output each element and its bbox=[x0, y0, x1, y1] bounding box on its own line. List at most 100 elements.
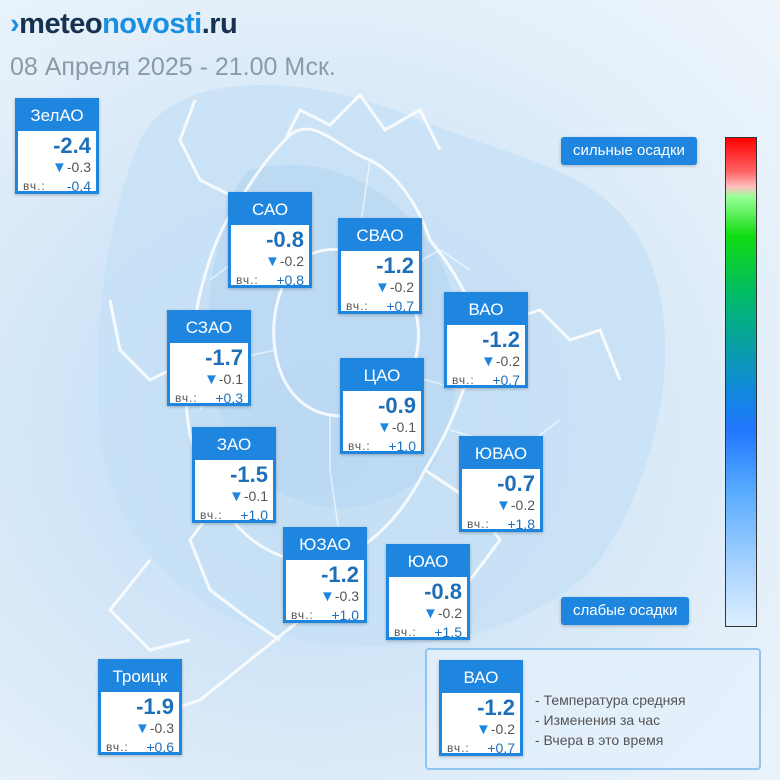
district-card-svao: СВАО -1.2 ▼-0.2 вч.: +0.7 bbox=[338, 218, 422, 314]
yesterday-label: вч.: bbox=[447, 741, 470, 755]
yesterday-value: +0.3 bbox=[215, 390, 243, 406]
yesterday-row: вч.: +0.7 bbox=[442, 740, 520, 756]
down-triangle-icon: ▼ bbox=[135, 720, 150, 737]
yesterday-label: вч.: bbox=[236, 273, 259, 287]
hourly-change: ▼-0.1 bbox=[195, 488, 273, 505]
hourly-change: ▼-0.2 bbox=[462, 497, 540, 514]
hourly-change-value: -0.2 bbox=[389, 279, 414, 295]
yesterday-row: вч.: +1.0 bbox=[286, 607, 364, 623]
district-card-yuvao: ЮВАО -0.7 ▼-0.2 вч.: +1.8 bbox=[459, 436, 543, 532]
hourly-change-value: -0.3 bbox=[149, 720, 174, 736]
scale-top-label: сильные осадки bbox=[561, 137, 697, 165]
yesterday-value: +0.7 bbox=[386, 298, 414, 314]
yesterday-row: вч.: +0.7 bbox=[447, 372, 525, 388]
yesterday-row: вч.: +1.5 bbox=[389, 624, 467, 640]
hourly-change: ▼-0.2 bbox=[447, 353, 525, 370]
logo-arrow-icon: › bbox=[10, 8, 20, 40]
hourly-change-value: -0.2 bbox=[437, 605, 462, 621]
down-triangle-icon: ▼ bbox=[496, 497, 511, 514]
logo-text-novosti: novosti bbox=[102, 8, 202, 40]
yesterday-label: вч.: bbox=[394, 625, 417, 639]
hourly-change-value: -0.3 bbox=[334, 588, 359, 604]
district-temperature: -1.9 bbox=[136, 694, 174, 719]
hourly-change: ▼-0.2 bbox=[231, 253, 309, 270]
legend-line-yesterday: - Вчера в это время bbox=[535, 732, 664, 748]
scale-bottom-label: слабые осадки bbox=[561, 597, 690, 625]
yesterday-label: вч.: bbox=[175, 391, 198, 405]
district-temperature: -0.9 bbox=[378, 393, 416, 418]
yesterday-value: +0.6 bbox=[146, 739, 174, 755]
hourly-change-value: -0.3 bbox=[66, 159, 91, 175]
yesterday-label: вч.: bbox=[106, 740, 129, 754]
hourly-change: ▼-0.2 bbox=[442, 721, 520, 738]
hourly-change-value: -0.2 bbox=[490, 721, 515, 737]
yesterday-label: вч.: bbox=[23, 179, 46, 193]
district-temperature: -0.8 bbox=[266, 227, 304, 252]
district-temperature: -1.5 bbox=[230, 462, 268, 487]
hourly-change: ▼-0.1 bbox=[170, 371, 248, 388]
forecast-datetime: 08 Апреля 2025 - 21.00 Мск. bbox=[10, 53, 336, 81]
yesterday-value: -0.4 bbox=[66, 178, 91, 194]
yesterday-value: +1.0 bbox=[388, 438, 416, 454]
down-triangle-icon: ▼ bbox=[52, 159, 67, 176]
hourly-change: ▼-0.1 bbox=[343, 419, 421, 436]
yesterday-value: +0.8 bbox=[276, 272, 304, 288]
district-temperature: -1.7 bbox=[205, 345, 243, 370]
district-temperature: -1.2 bbox=[482, 327, 520, 352]
yesterday-row: вч.: -0.4 bbox=[18, 178, 96, 194]
down-triangle-icon: ▼ bbox=[476, 721, 491, 738]
district-card-szao: СЗАО -1.7 ▼-0.1 вч.: +0.3 bbox=[167, 310, 251, 406]
legend-explanations: - Температура средняя - Изменения за час… bbox=[535, 690, 686, 750]
logo-text-meteo: meteo bbox=[19, 8, 103, 40]
district-card-zelao: ЗелАО -2.4 ▼-0.3 вч.: -0.4 bbox=[15, 98, 99, 194]
yesterday-label: вч.: bbox=[346, 299, 369, 313]
down-triangle-icon: ▼ bbox=[204, 371, 219, 388]
yesterday-value: +1.8 bbox=[507, 516, 535, 532]
precipitation-color-scale bbox=[725, 137, 757, 627]
district-name: ЗелАО bbox=[18, 101, 96, 131]
hourly-change-value: -0.1 bbox=[243, 488, 268, 504]
district-card-vao: ВАО -1.2 ▼-0.2 вч.: +0.7 bbox=[444, 292, 528, 388]
yesterday-label: вч.: bbox=[348, 439, 371, 453]
site-logo[interactable]: ›meteonovosti.ru bbox=[10, 6, 238, 42]
down-triangle-icon: ▼ bbox=[320, 588, 335, 605]
down-triangle-icon: ▼ bbox=[265, 253, 280, 270]
district-name: ВАО bbox=[442, 663, 520, 693]
logo-text-domain: .ru bbox=[201, 8, 238, 40]
legend-sample-card: ВАО -1.2 ▼-0.2 вч.: +0.7 bbox=[439, 660, 523, 756]
yesterday-row: вч.: +1.8 bbox=[462, 516, 540, 532]
legend-line-hourly-change: - Изменения за час bbox=[535, 712, 661, 728]
district-name: СВАО bbox=[341, 221, 419, 251]
district-card-zao: ЗАО -1.5 ▼-0.1 вч.: +1.0 bbox=[192, 427, 276, 523]
yesterday-value: +1.0 bbox=[331, 607, 359, 623]
district-name: САО bbox=[231, 195, 309, 225]
hourly-change: ▼-0.2 bbox=[341, 279, 419, 296]
legend-panel: ВАО -1.2 ▼-0.2 вч.: +0.7 - Температура ср… bbox=[425, 648, 761, 770]
hourly-change: ▼-0.2 bbox=[389, 605, 467, 622]
district-temperature: -0.8 bbox=[424, 579, 462, 604]
district-name: ЮВАО bbox=[462, 439, 540, 469]
district-name: СЗАО bbox=[170, 313, 248, 343]
district-card-yuzao: ЮЗАО -1.2 ▼-0.3 вч.: +1.0 bbox=[283, 527, 367, 623]
yesterday-value: +0.7 bbox=[487, 740, 515, 756]
yesterday-value: +1.0 bbox=[240, 507, 268, 523]
hourly-change-value: -0.1 bbox=[218, 371, 243, 387]
yesterday-label: вч.: bbox=[467, 517, 490, 531]
yesterday-value: +0.7 bbox=[492, 372, 520, 388]
down-triangle-icon: ▼ bbox=[423, 605, 438, 622]
yesterday-label: вч.: bbox=[452, 373, 475, 387]
yesterday-value: +1.5 bbox=[434, 624, 462, 640]
yesterday-row: вч.: +0.3 bbox=[170, 390, 248, 406]
district-name: ЮЗАО bbox=[286, 530, 364, 560]
district-name: Троицк bbox=[101, 662, 179, 692]
district-temperature: -1.2 bbox=[376, 253, 414, 278]
down-triangle-icon: ▼ bbox=[229, 488, 244, 505]
down-triangle-icon: ▼ bbox=[481, 353, 496, 370]
hourly-change: ▼-0.3 bbox=[18, 159, 96, 176]
district-card-troitsk: Троицк -1.9 ▼-0.3 вч.: +0.6 bbox=[98, 659, 182, 755]
yesterday-row: вч.: +1.0 bbox=[195, 507, 273, 523]
yesterday-row: вч.: +0.7 bbox=[341, 298, 419, 314]
district-card-yuao: ЮАО -0.8 ▼-0.2 вч.: +1.5 bbox=[386, 544, 470, 640]
down-triangle-icon: ▼ bbox=[377, 419, 392, 436]
